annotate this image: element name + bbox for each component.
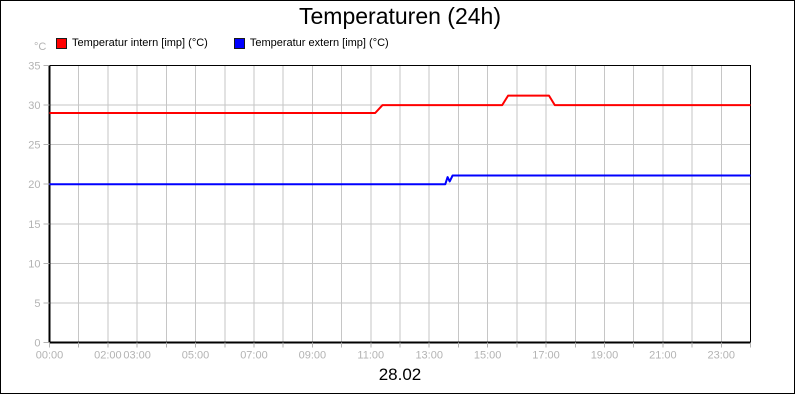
- chart-title: Temperaturen (24h): [299, 3, 501, 29]
- x-tick-label: 13:00: [415, 350, 443, 362]
- x-tick-label: 11:00: [357, 350, 384, 362]
- y-tick-label: 25: [28, 140, 40, 152]
- legend-label-extern: Temperatur extern [imp] (°C): [249, 37, 389, 49]
- x-tick-label: 15:00: [474, 350, 502, 362]
- x-tick-label: 17:00: [532, 350, 560, 362]
- legend-item-intern: Temperatur intern [imp] (°C): [56, 37, 208, 49]
- legend-label-intern: Temperatur intern [imp] (°C): [72, 37, 208, 49]
- x-tick-label: 09:00: [299, 350, 327, 362]
- x-tick-label: 19:00: [591, 350, 619, 362]
- x-tick-label: 03:00: [123, 350, 151, 362]
- x-tick-label: 02:00: [94, 350, 122, 362]
- x-tick-label: 00:00: [36, 350, 64, 362]
- y-tick-label: 10: [28, 258, 40, 270]
- legend-swatch-intern: [56, 37, 67, 49]
- y-tick-label: 0: [34, 338, 40, 350]
- x-tick-label: 05:00: [182, 350, 210, 362]
- x-axis-date-label: 28.02: [378, 365, 422, 384]
- legend: Temperatur intern [imp] (°C) Temperatur …: [56, 37, 389, 49]
- y-tick-label: 30: [28, 100, 40, 112]
- y-tick-label: 15: [28, 219, 40, 231]
- x-tick-label: 23:00: [708, 350, 736, 362]
- series-line-intern: [49, 94, 751, 114]
- x-tick-label: 21:00: [649, 350, 677, 362]
- series-line-extern: [49, 174, 751, 186]
- y-tick-label: 5: [34, 298, 40, 310]
- y-tick-label: 35: [28, 61, 40, 73]
- y-tick-label: 20: [28, 179, 40, 191]
- y-axis-unit-label: °C: [34, 41, 47, 53]
- legend-swatch-extern: [233, 37, 245, 49]
- x-tick-label: 07:00: [240, 350, 268, 362]
- legend-item-extern: Temperatur extern [imp] (°C): [233, 37, 389, 49]
